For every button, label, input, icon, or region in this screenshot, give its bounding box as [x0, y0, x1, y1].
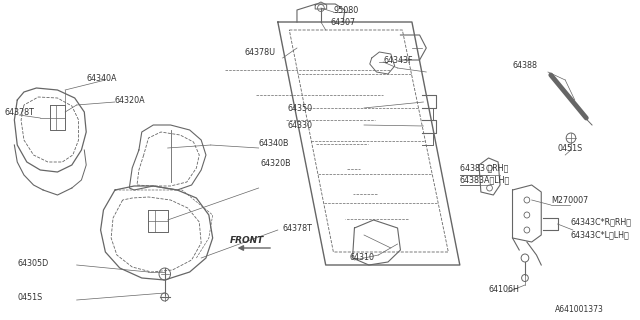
Text: 64340B: 64340B	[259, 139, 289, 148]
Text: 64388: 64388	[513, 60, 538, 69]
Text: 64320B: 64320B	[260, 158, 291, 167]
Text: 64378T: 64378T	[4, 108, 35, 116]
Text: 64378T: 64378T	[283, 223, 312, 233]
Text: 64320A: 64320A	[115, 95, 145, 105]
Text: 64378U: 64378U	[244, 47, 275, 57]
Text: FRONT: FRONT	[230, 236, 264, 244]
Text: M270007: M270007	[551, 196, 588, 204]
Text: 64343F: 64343F	[383, 55, 413, 65]
Text: 0451S: 0451S	[17, 292, 42, 301]
Text: 64350: 64350	[287, 103, 312, 113]
Text: 64310: 64310	[349, 253, 374, 262]
Text: 64340A: 64340A	[86, 74, 116, 83]
Text: 64305D: 64305D	[17, 259, 49, 268]
Text: 64383A〈LH〉: 64383A〈LH〉	[460, 175, 510, 185]
Text: 64307: 64307	[330, 18, 356, 27]
Text: 64106H: 64106H	[488, 285, 520, 294]
Text: 64330: 64330	[287, 121, 312, 130]
Text: 64383 〈RH〉: 64383 〈RH〉	[460, 164, 508, 172]
Text: 0451S: 0451S	[557, 143, 583, 153]
Text: 95080: 95080	[333, 5, 358, 14]
Text: 64343C*R〈RH〉: 64343C*R〈RH〉	[571, 218, 632, 227]
Text: 64343C*L〈LH〉: 64343C*L〈LH〉	[571, 230, 630, 239]
Text: A641001373: A641001373	[555, 305, 604, 314]
